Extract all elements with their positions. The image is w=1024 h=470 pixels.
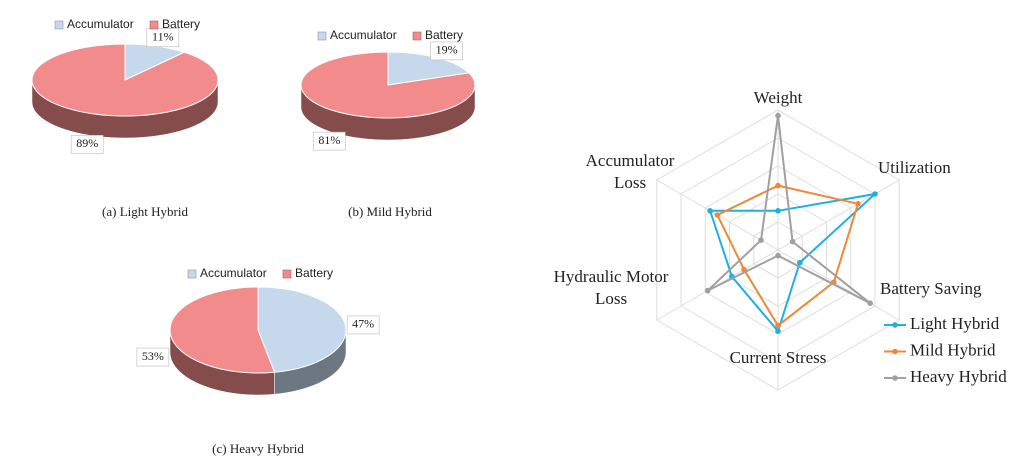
radar-point [704,287,711,294]
legend-label: Battery [162,17,200,31]
axis-label: Weight [753,88,803,107]
spoke [777,179,900,251]
legend-swatch [54,20,64,30]
legend-label: Mild Hybrid [910,340,996,359]
axis-label: Battery Saving [880,279,982,298]
legend-label: Battery [295,266,333,280]
pie-slice [300,51,476,119]
label-box [146,28,180,47]
legend-marker [892,322,898,328]
pie-slice [31,43,219,117]
legend-label: Accumulator [67,17,134,31]
value-label: 11% [152,29,174,43]
caption: (c) Heavy Hybrid [212,441,304,456]
value-label: 19% [436,43,458,57]
legend-swatch [149,20,159,30]
radar-point [758,237,764,243]
radar-point [867,300,873,307]
label-box [313,131,346,151]
legend-label: Accumulator [330,28,397,42]
radar-point [775,208,781,214]
legend-label: Heavy Hybrid [910,367,1007,386]
caption: (b) Mild Hybrid [348,204,432,219]
axis-label: Current Stress [729,348,827,367]
caption: (a) Light Hybrid [102,204,188,219]
radar-point [775,322,781,329]
label-box [430,41,463,61]
legend-swatch [412,31,422,41]
radar-point [855,201,861,207]
value-label: 81% [318,133,340,147]
value-label: 89% [76,136,98,150]
radar-point [775,252,781,259]
label-box [70,135,104,154]
radar-point [714,212,721,218]
pie-slice [257,286,347,373]
radar-point [775,112,781,119]
legend-marker [892,348,898,355]
axis-label: Utilization [878,158,951,177]
label-box [136,347,170,367]
radar-point [872,191,878,197]
radar-point [775,328,781,335]
pie-slice [169,286,276,374]
radar-point [797,259,803,266]
radar-point [775,182,781,189]
legend-swatch [317,31,327,41]
axis-label: Accumulator Loss [585,151,675,192]
legend-swatch [187,269,197,279]
legend-marker [892,375,898,381]
legend-label: Light Hybrid [910,314,1000,333]
legend-label: Battery [425,28,463,42]
legend-label: Accumulator [200,266,267,280]
radar-point [707,208,713,214]
value-label: 47% [352,317,374,331]
label-box [346,315,380,335]
axis-label: Hydraulic Motor Loss [553,267,669,308]
legend-swatch [282,269,292,279]
value-label: 53% [142,349,164,363]
radar-point [789,238,796,245]
